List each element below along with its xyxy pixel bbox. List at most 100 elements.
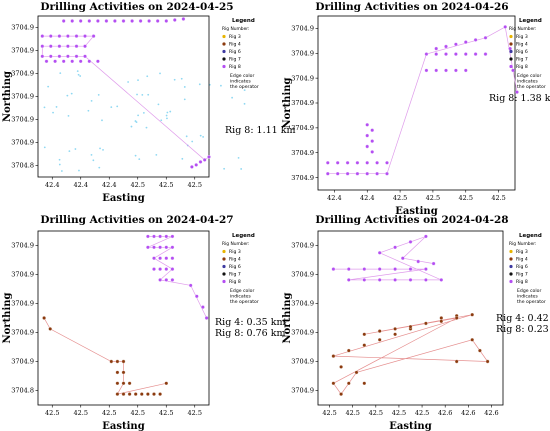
data-point	[202, 158, 207, 162]
y-tick-label: 3704.9	[11, 139, 34, 147]
data-point	[181, 17, 186, 21]
data-point	[508, 46, 512, 51]
legend-item: Rig 7	[229, 272, 241, 278]
data-point	[444, 52, 448, 56]
legend-item: Rig 3	[516, 249, 528, 255]
data-point	[439, 319, 444, 324]
y-tick-label: 3704.9	[291, 149, 314, 157]
x-tick-label: 42.6	[461, 409, 475, 417]
x-tick-label: 42.5	[459, 194, 473, 202]
edge-path	[43, 317, 167, 395]
data-point	[345, 171, 350, 176]
y-tick-label: 3704.9	[11, 47, 34, 55]
data-point	[152, 234, 156, 239]
chart-title: Drilling Activities on 2024-04-26	[315, 1, 508, 13]
background-marker	[183, 86, 186, 88]
legend-item: Rig 8	[516, 279, 528, 285]
distance-annotation: Rig 8: 0.23 km	[496, 324, 550, 335]
data-point	[83, 44, 87, 49]
legend-marker	[222, 249, 226, 254]
data-point	[365, 160, 370, 165]
background-marker	[67, 114, 70, 117]
data-point	[400, 256, 405, 261]
data-point	[370, 128, 375, 133]
data-point	[362, 278, 367, 282]
data-point	[503, 25, 508, 29]
data-point	[127, 392, 132, 396]
background-marker	[145, 126, 148, 129]
data-point	[170, 256, 175, 261]
data-point	[478, 348, 482, 353]
y-axis-label: Northing	[2, 292, 13, 343]
legend-item: Rig 6	[229, 49, 241, 55]
background-marker	[137, 79, 139, 82]
legend-marker	[222, 279, 226, 284]
background-marker	[60, 170, 63, 172]
data-point	[164, 245, 169, 250]
y-tick-label: 3704.9	[11, 70, 34, 78]
edge-path	[147, 236, 207, 319]
background-marker	[181, 157, 184, 160]
background-marker	[166, 117, 168, 120]
background-marker	[74, 148, 77, 150]
background-marker	[110, 106, 113, 109]
legend-item: Rig 6	[229, 264, 241, 270]
data-point	[96, 19, 100, 23]
data-point	[170, 267, 175, 271]
data-point	[408, 267, 413, 271]
chart-title: Drilling Activities on 2024-04-28	[315, 214, 508, 226]
y-axis-label: Northing	[282, 77, 293, 128]
data-point	[431, 261, 436, 266]
y-tick-label: 3704.9	[291, 242, 314, 250]
data-point	[152, 245, 156, 250]
legend-note: the operator	[230, 299, 259, 305]
data-point	[331, 381, 336, 386]
chart-title: Drilling Activities on 2024-04-27	[40, 214, 233, 226]
background-marker	[146, 75, 149, 78]
x-tick-label: 42.4	[45, 181, 59, 189]
legend-note: the operator	[230, 84, 259, 90]
legend-title: Legend	[232, 18, 255, 24]
background-marker	[243, 89, 246, 92]
data-point	[158, 392, 162, 396]
data-point	[377, 278, 382, 282]
background-marker	[101, 119, 103, 122]
background-marker	[99, 147, 101, 150]
data-point	[444, 44, 448, 49]
data-point	[83, 34, 87, 38]
distance-annotation: Rig 4: 0.42 km	[496, 313, 550, 324]
series-rig-8	[40, 17, 211, 169]
data-point	[375, 160, 379, 165]
data-point	[346, 348, 351, 353]
background-marker	[43, 146, 46, 149]
data-point	[66, 54, 70, 59]
legend-marker	[222, 57, 226, 61]
y-tick-label: 3704.9	[291, 25, 314, 33]
data-point	[355, 171, 360, 176]
background-marker	[78, 169, 80, 172]
background-marker	[159, 72, 161, 75]
data-point	[121, 19, 126, 23]
data-point	[83, 54, 87, 59]
background-marker	[165, 114, 168, 117]
x-tick-label: 42.5	[322, 409, 336, 417]
panel-4: Drilling Activities on 2024-04-28 3704.9 3…	[282, 214, 550, 431]
x-tick-label: 42.5	[369, 409, 383, 417]
legend-item: Rig 3	[516, 34, 528, 40]
background-marker	[231, 96, 234, 99]
x-axis-label: Easting	[102, 421, 144, 431]
data-point	[70, 59, 75, 64]
legend-item: Rig 4	[516, 42, 528, 48]
data-point	[48, 34, 53, 38]
x-tick-label: 42.5	[102, 409, 116, 417]
background-marker	[77, 73, 80, 76]
x-tick-label: 42.5	[188, 409, 202, 417]
data-point	[61, 59, 66, 64]
data-point	[463, 68, 468, 73]
data-point	[158, 245, 162, 250]
data-point	[164, 256, 169, 261]
data-point	[57, 54, 62, 59]
data-point	[331, 354, 336, 358]
data-point	[158, 256, 162, 261]
